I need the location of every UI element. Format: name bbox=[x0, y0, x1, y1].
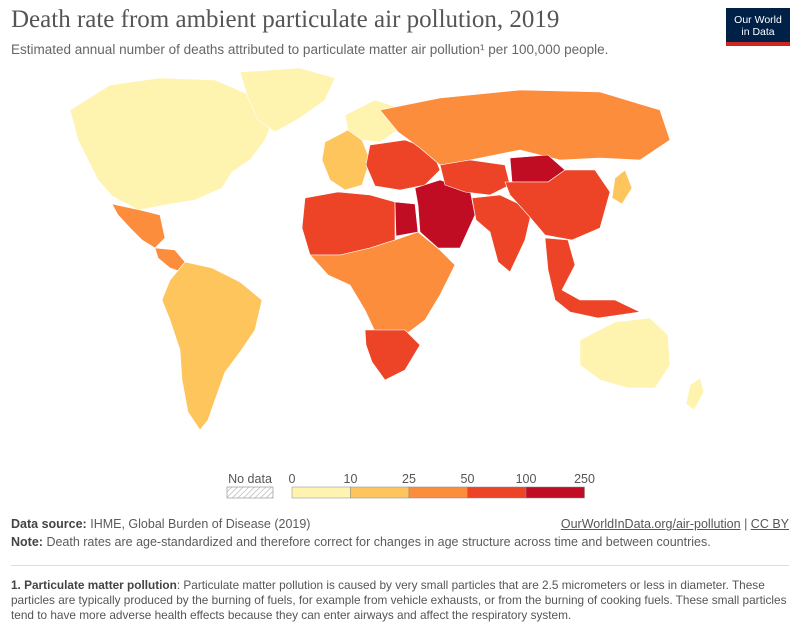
region-australia[interactable]: Australia bbox=[579, 317, 671, 389]
region-north-america[interactable]: North America bbox=[69, 77, 276, 211]
legend-tick-25: 25 bbox=[402, 472, 416, 486]
legend-bin-100-250 bbox=[525, 486, 585, 499]
region-sub-saharan-africa[interactable]: Sub-Saharan Africa bbox=[309, 231, 456, 339]
color-legend: No data 0 10 25 50 100 250 bbox=[226, 472, 595, 499]
footnote: 1. Particulate matter pollution: Particu… bbox=[11, 578, 791, 623]
region-greenland[interactable]: Greenland bbox=[239, 68, 336, 133]
legend-tick-0: 0 bbox=[289, 472, 296, 486]
world-map[interactable]: North AmericaGreenlandMexicoCentral Amer… bbox=[0, 68, 800, 468]
data-source-text: IHME, Global Burden of Disease (2019) bbox=[90, 517, 311, 531]
note-row: Note: Death rates are age-standardized a… bbox=[11, 535, 789, 553]
note-label: Note: bbox=[11, 535, 43, 549]
legend-tick-100: 100 bbox=[516, 472, 537, 486]
legend-no-data-label: No data bbox=[228, 472, 272, 486]
legend-bin-25-50 bbox=[408, 486, 468, 499]
source-url-link[interactable]: OurWorldInData.org/air-pollution bbox=[560, 517, 741, 531]
footnote-divider bbox=[11, 565, 789, 566]
footer-links: OurWorldInData.org/air-pollution | CC BY bbox=[561, 517, 789, 531]
chart-subtitle: Estimated annual number of deaths attrib… bbox=[11, 42, 609, 57]
legend-no-data-swatch bbox=[226, 486, 274, 499]
region-japan[interactable]: Japan bbox=[611, 169, 633, 205]
legend-bin-50-100 bbox=[467, 486, 527, 499]
region-south-america[interactable]: South America bbox=[161, 261, 263, 431]
license-link[interactable]: CC BY bbox=[750, 517, 789, 531]
logo-line-1: Our World bbox=[734, 14, 782, 26]
region-southern-africa[interactable]: Southern Africa bbox=[364, 329, 421, 381]
owid-logo[interactable]: Our World in Data bbox=[726, 8, 790, 46]
chart-title: Death rate from ambient particulate air … bbox=[11, 6, 560, 33]
footnote-text: : Particulate matter pollution is caused… bbox=[11, 578, 787, 622]
region-china[interactable]: China bbox=[504, 169, 611, 241]
region-egypt[interactable]: Egypt bbox=[394, 201, 419, 237]
region-central-asia[interactable]: Central Asia bbox=[439, 159, 511, 196]
legend-tick-50: 50 bbox=[461, 472, 475, 486]
logo-line-2: in Data bbox=[741, 26, 775, 38]
legend-tick-250: 250 bbox=[574, 472, 595, 486]
region-russia[interactable]: Russia bbox=[379, 89, 671, 166]
note-text: Death rates are age-standardized and the… bbox=[46, 535, 711, 549]
footnote-label: 1. Particulate matter pollution bbox=[11, 578, 177, 592]
link-separator: | bbox=[744, 517, 748, 531]
legend-bin-10-25 bbox=[350, 486, 410, 499]
legend-bin-0-10 bbox=[291, 486, 351, 499]
data-source-label: Data source: bbox=[11, 517, 87, 531]
region-south-asia[interactable]: South Asia bbox=[471, 194, 533, 273]
region-southeast-asia[interactable]: Southeast Asia bbox=[544, 237, 641, 319]
footer: Data source: IHME, Global Burden of Dise… bbox=[11, 517, 789, 553]
legend-tick-10: 10 bbox=[344, 472, 358, 486]
region-new-zealand[interactable]: New Zealand bbox=[685, 377, 705, 411]
data-source-row: Data source: IHME, Global Burden of Dise… bbox=[11, 517, 789, 535]
